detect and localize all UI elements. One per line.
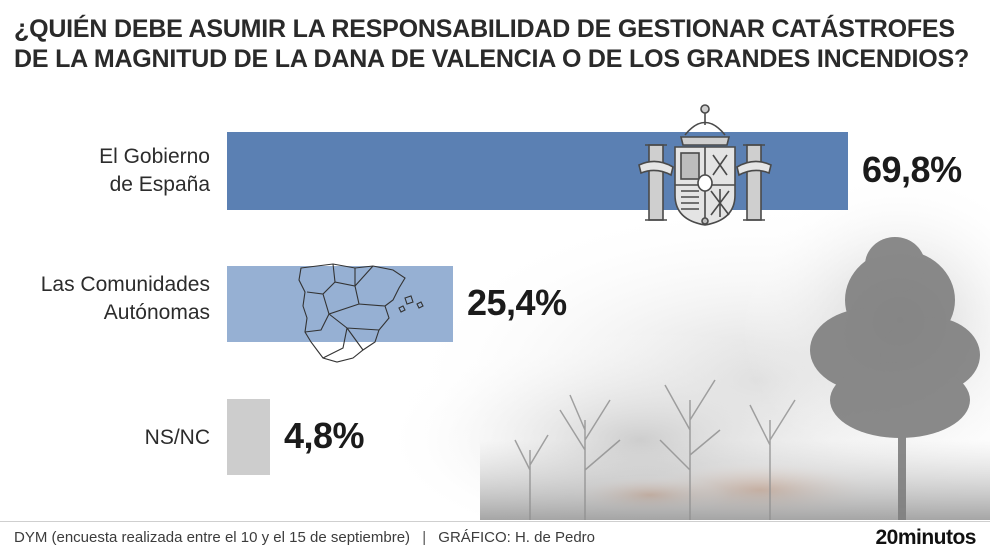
value-label-ccaa: 25,4% <box>467 282 567 323</box>
category-label-line: de España <box>109 173 210 196</box>
spain-regions-map-icon <box>298 263 424 363</box>
category-label-nsnc: NS/NC <box>10 424 210 452</box>
bar-ccaa <box>227 266 453 342</box>
footer: DYM (encuesta realizada entre el 10 y el… <box>14 529 595 546</box>
footer-divider <box>0 521 990 522</box>
category-label-line: Autónomas <box>103 301 210 324</box>
category-label-gobierno: El Gobierno de España <box>10 143 210 199</box>
brand-logo: 20minutos <box>875 526 976 549</box>
category-label-line: El Gobierno <box>99 145 210 168</box>
category-label-line: Las Comunidades <box>40 273 210 296</box>
title-line-2: DE LA MAGNITUD DE LA DANA DE VALENCIA O … <box>14 45 970 73</box>
category-label-line: NS/NC <box>144 426 210 449</box>
value-label-nsnc: 4,8% <box>284 415 365 456</box>
source-note: DYM (encuesta realizada entre el 10 y el… <box>14 529 411 546</box>
title-line-1: ¿QUIÉN DEBE ASUMIR LA RESPONSABILIDAD DE… <box>14 15 955 43</box>
footer-separator: | <box>422 529 427 546</box>
bar-nsnc <box>227 399 270 475</box>
category-label-ccaa: Las Comunidades Autónomas <box>10 271 210 327</box>
value-label-gobierno: 69,8% <box>862 149 962 190</box>
chart-title: ¿QUIÉN DEBE ASUMIR LA RESPONSABILIDAD DE… <box>14 14 974 74</box>
credit-note: GRÁFICO: H. de Pedro <box>438 529 596 546</box>
spain-coat-of-arms-icon <box>638 104 772 226</box>
forest-fire-smoke-image <box>380 170 990 520</box>
